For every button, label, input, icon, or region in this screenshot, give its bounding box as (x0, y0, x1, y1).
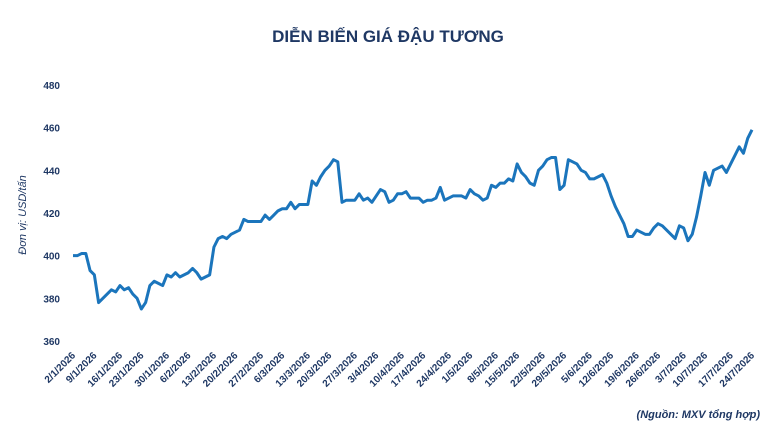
y-tick-label: 420 (43, 209, 60, 220)
y-tick-label: 360 (43, 337, 60, 348)
y-tick-label: 400 (43, 252, 60, 263)
y-axis-label: Đơn vị: USD/tấn (17, 175, 29, 254)
y-tick-label: 480 (43, 81, 60, 92)
y-tick-label: 440 (43, 166, 60, 177)
chart-title: DIỄN BIẾN GIÁ ĐẬU TƯƠNG (272, 27, 504, 46)
price-line (73, 129, 754, 311)
source-note: (Nguồn: MXV tổng hợp) (637, 409, 761, 421)
y-tick-label: 380 (43, 294, 60, 305)
y-tick-label: 460 (43, 124, 60, 135)
